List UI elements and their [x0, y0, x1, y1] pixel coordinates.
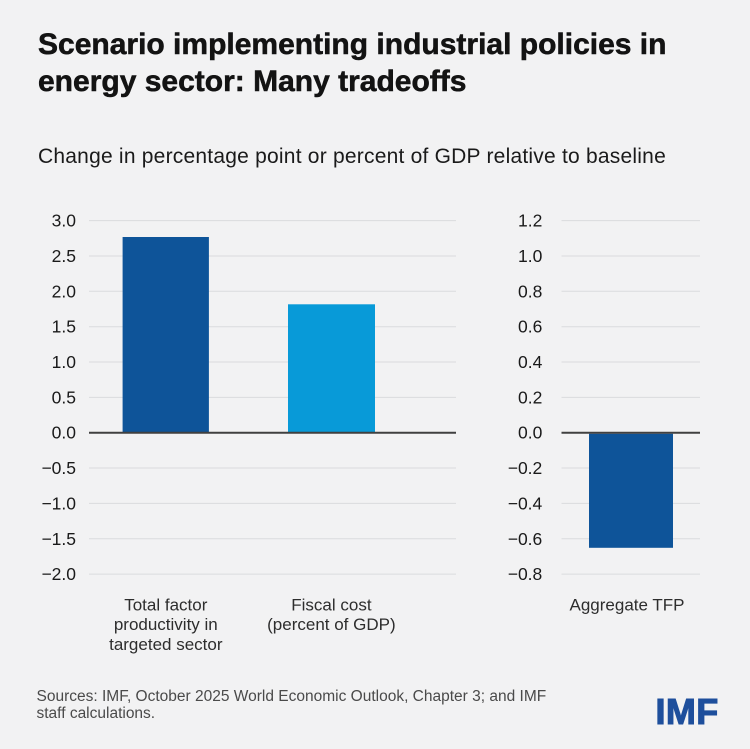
svg-text:Total factor: Total factor: [124, 596, 207, 615]
svg-text:−2.0: −2.0: [41, 564, 76, 584]
svg-text:0.2: 0.2: [518, 387, 542, 407]
svg-text:0.0: 0.0: [518, 423, 543, 443]
svg-text:2.0: 2.0: [52, 281, 77, 301]
svg-text:−1.0: −1.0: [41, 493, 76, 513]
svg-text:1.2: 1.2: [518, 211, 542, 231]
svg-text:Fiscal cost: Fiscal cost: [291, 596, 372, 615]
svg-text:1.5: 1.5: [52, 317, 76, 337]
svg-text:0.6: 0.6: [518, 317, 542, 337]
svg-text:0.5: 0.5: [52, 387, 76, 407]
svg-text:1.0: 1.0: [518, 246, 543, 266]
svg-text:2.5: 2.5: [52, 246, 76, 266]
svg-text:(percent of GDP): (percent of GDP): [267, 615, 396, 634]
svg-text:0.0: 0.0: [52, 423, 77, 443]
svg-text:−0.5: −0.5: [41, 458, 76, 478]
svg-text:Aggregate TFP: Aggregate TFP: [570, 596, 685, 615]
svg-text:0.4: 0.4: [518, 352, 543, 372]
svg-text:3.0: 3.0: [52, 211, 77, 231]
svg-text:−0.6: −0.6: [508, 529, 543, 549]
svg-text:0.8: 0.8: [518, 281, 542, 301]
svg-text:−0.2: −0.2: [508, 458, 543, 478]
svg-text:productivity in: productivity in: [114, 615, 218, 634]
svg-text:−1.5: −1.5: [41, 529, 76, 549]
svg-text:targeted sector: targeted sector: [109, 635, 223, 654]
svg-text:−0.4: −0.4: [508, 493, 543, 513]
svg-text:−0.8: −0.8: [508, 564, 543, 584]
svg-text:1.0: 1.0: [52, 352, 77, 372]
